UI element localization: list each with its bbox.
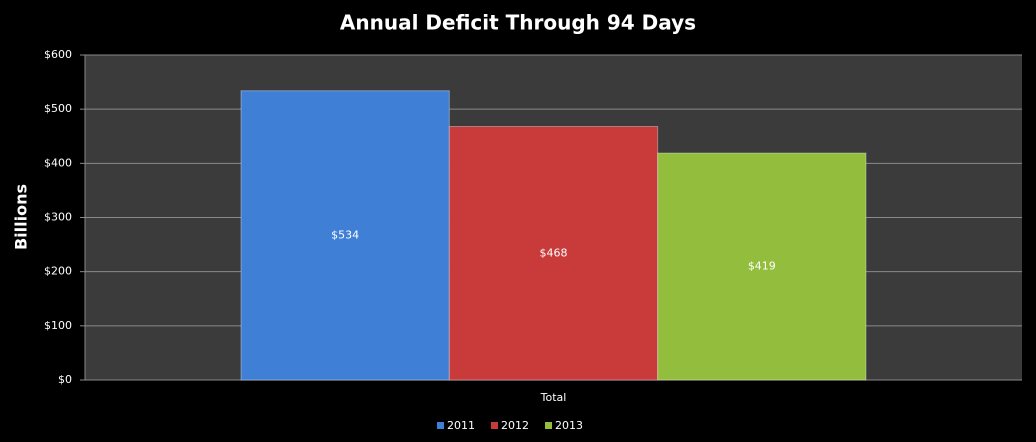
legend-swatch [491, 422, 498, 429]
legend-label: 2013 [555, 419, 583, 432]
chart-title: Annual Deficit Through 94 Days [340, 11, 696, 35]
value-label: $534 [331, 228, 359, 241]
legend-swatch [545, 422, 552, 429]
value-label: $419 [748, 260, 776, 273]
y-tick-label: $400 [44, 156, 72, 169]
legend-swatch [437, 422, 444, 429]
y-tick-label: $100 [44, 319, 72, 332]
y-tick-label: $500 [44, 102, 72, 115]
y-tick-label: $0 [58, 373, 72, 386]
y-tick-label: $200 [44, 265, 72, 278]
legend-label: 2011 [447, 419, 475, 432]
bar [240, 90, 450, 381]
y-tick-label: $600 [44, 48, 72, 61]
y-axis-label: Billions [12, 184, 31, 250]
x-tick-label: Total [540, 391, 567, 404]
value-label: $468 [540, 246, 568, 259]
bar [657, 152, 867, 381]
y-tick-label: $300 [44, 211, 72, 224]
bar [448, 126, 659, 381]
legend-label: 2012 [501, 419, 529, 432]
